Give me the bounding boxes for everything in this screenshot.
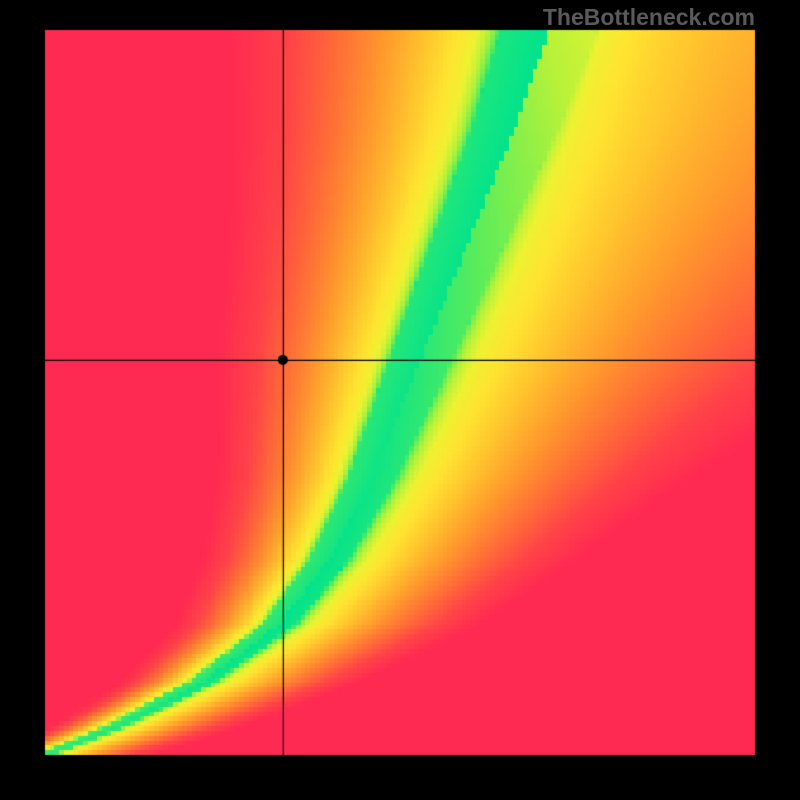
watermark-text: TheBottleneck.com xyxy=(543,4,755,31)
chart-container: TheBottleneck.com xyxy=(0,0,800,800)
bottleneck-heatmap xyxy=(0,0,800,800)
